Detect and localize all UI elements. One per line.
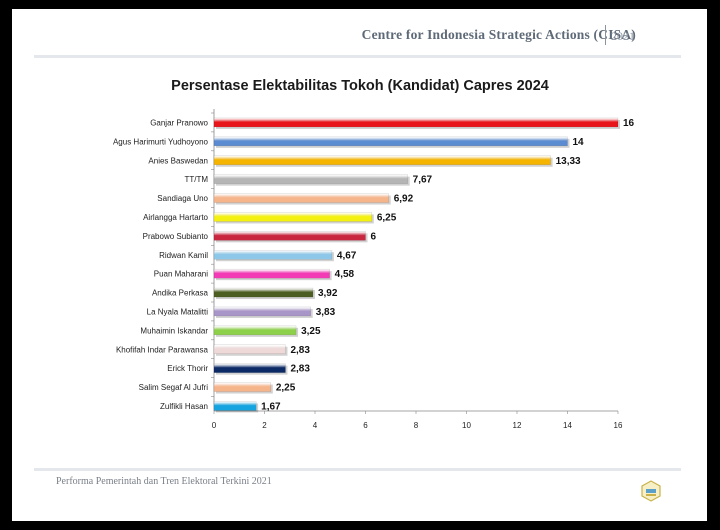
- bar: [213, 268, 330, 279]
- chart-title: Persentase Elektabilitas Tokoh (Kandidat…: [171, 78, 549, 94]
- value-label: 6,92: [394, 194, 414, 205]
- x-tick-label: 8: [414, 421, 419, 430]
- bar: [213, 344, 286, 354]
- category-label: Anies Baswedan: [148, 156, 208, 165]
- bar: [213, 382, 272, 392]
- value-label: 6: [371, 231, 377, 242]
- category-label: Sandiaga Uno: [157, 194, 208, 203]
- bar: [213, 231, 366, 241]
- value-label: 3,83: [316, 307, 336, 318]
- bar: [213, 193, 389, 203]
- category-label: Khofifah Indar Parawansa: [116, 345, 209, 354]
- bar: [213, 174, 408, 184]
- category-label: Zulfikli Hasan: [160, 402, 208, 411]
- value-label: 7,67: [413, 175, 433, 186]
- bar: [213, 117, 619, 128]
- x-tick-label: 16: [614, 421, 623, 430]
- header-rule: [34, 55, 681, 58]
- value-label: 3,25: [301, 326, 321, 337]
- category-label: La Nyala Matalitti: [147, 307, 209, 316]
- category-label: TT/TM: [184, 175, 208, 184]
- category-label: Puan Maharani: [154, 270, 208, 279]
- bar: [213, 212, 373, 222]
- header-divider: [605, 25, 606, 45]
- x-tick-label: 14: [563, 421, 572, 430]
- value-label: 14: [573, 137, 585, 148]
- x-tick-label: 4: [313, 421, 318, 430]
- x-tick-label: 2: [262, 421, 267, 430]
- footer-text: Performa Pemerintah dan Tren Elektoral T…: [56, 476, 272, 487]
- bar: [213, 287, 314, 298]
- slide: [12, 9, 707, 521]
- header-year: 2021: [611, 29, 635, 43]
- x-tick-label: 6: [363, 421, 368, 430]
- value-label: 4,58: [335, 269, 355, 280]
- category-label: Agus Harimurti Yudhoyono: [113, 137, 209, 146]
- category-label: Erick Thorir: [167, 364, 208, 373]
- bar: [213, 155, 551, 165]
- value-label: 1,67: [261, 401, 281, 412]
- x-tick-label: 10: [462, 421, 471, 430]
- value-label: 6,25: [377, 212, 397, 223]
- x-tick-label: 12: [513, 421, 522, 430]
- cisa-logo-icon: [641, 480, 661, 502]
- category-label: Ganjar Pranowo: [150, 118, 208, 127]
- bar: [213, 325, 297, 336]
- bar: [213, 363, 286, 373]
- value-label: 3,92: [318, 288, 338, 299]
- value-label: 4,67: [337, 250, 357, 261]
- value-label: 13,33: [556, 156, 581, 167]
- category-label: Salim Segaf Al Jufri: [139, 383, 209, 392]
- footer-rule: [34, 468, 681, 471]
- category-label: Muhaimin Iskandar: [140, 326, 208, 335]
- category-label: Ridwan Kamil: [159, 251, 208, 260]
- bar: [213, 401, 257, 411]
- value-label: 2,83: [290, 364, 310, 375]
- value-label: 2,83: [290, 345, 310, 356]
- x-tick-label: 0: [212, 421, 217, 430]
- value-label: 16: [623, 118, 635, 129]
- category-label: Prabowo Subianto: [143, 232, 209, 241]
- category-label: Andika Perkasa: [152, 289, 209, 298]
- bar: [213, 250, 333, 260]
- category-label: Airlangga Hartarto: [143, 213, 208, 222]
- bar: [213, 136, 568, 147]
- organization-title: Centre for Indonesia Strategic Actions (…: [361, 27, 636, 42]
- bar: [213, 306, 311, 317]
- value-label: 2,25: [276, 383, 296, 394]
